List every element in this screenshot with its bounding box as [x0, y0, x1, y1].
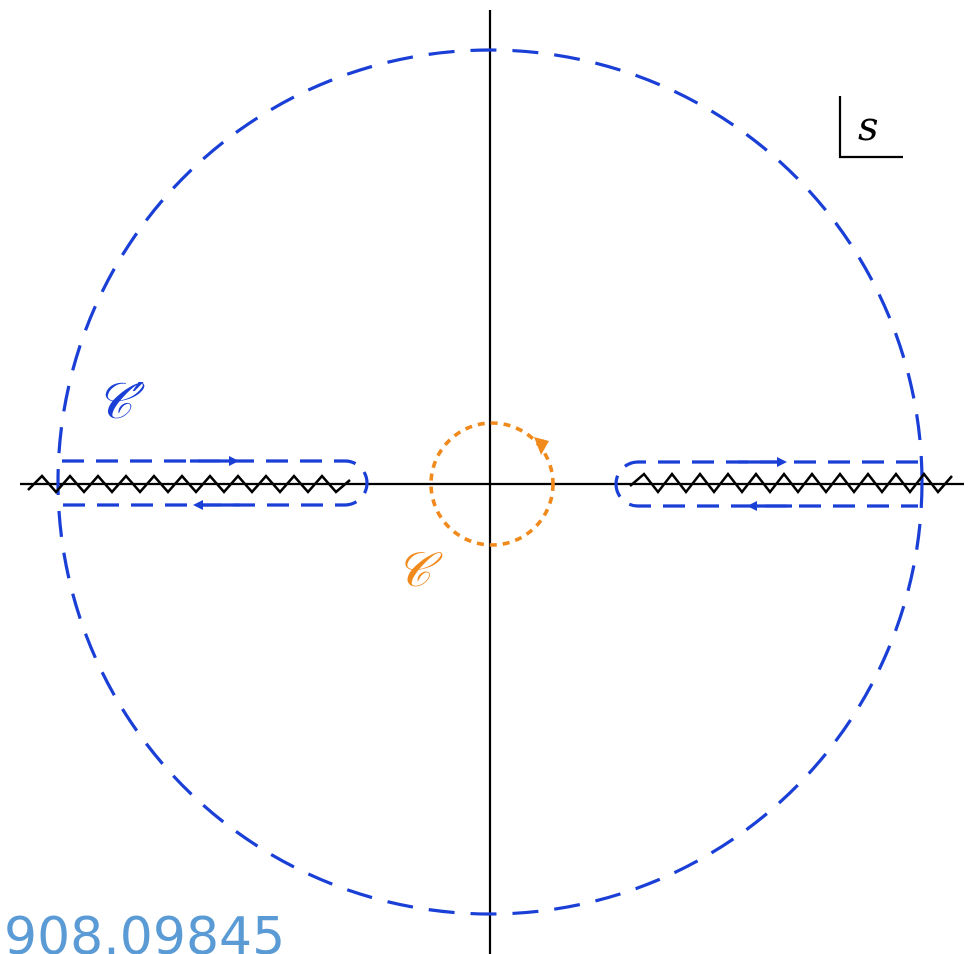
small-contour-label: 𝒞	[396, 542, 443, 598]
right-branch-cut-zigzag	[629, 471, 953, 495]
watermark-id: 908.09845	[4, 907, 285, 954]
right-keyhole-contour	[614, 460, 918, 508]
left-branch-cut-zigzag	[27, 474, 351, 494]
large-contour-circle	[56, 48, 924, 916]
small-contour-circle	[429, 421, 555, 547]
large-contour-label: 𝒞′	[96, 372, 145, 430]
plane-variable-label: s	[858, 104, 879, 150]
plane-label-box	[838, 96, 903, 159]
left-keyhole-contour	[62, 459, 369, 507]
small-contour-arrow	[534, 437, 549, 455]
